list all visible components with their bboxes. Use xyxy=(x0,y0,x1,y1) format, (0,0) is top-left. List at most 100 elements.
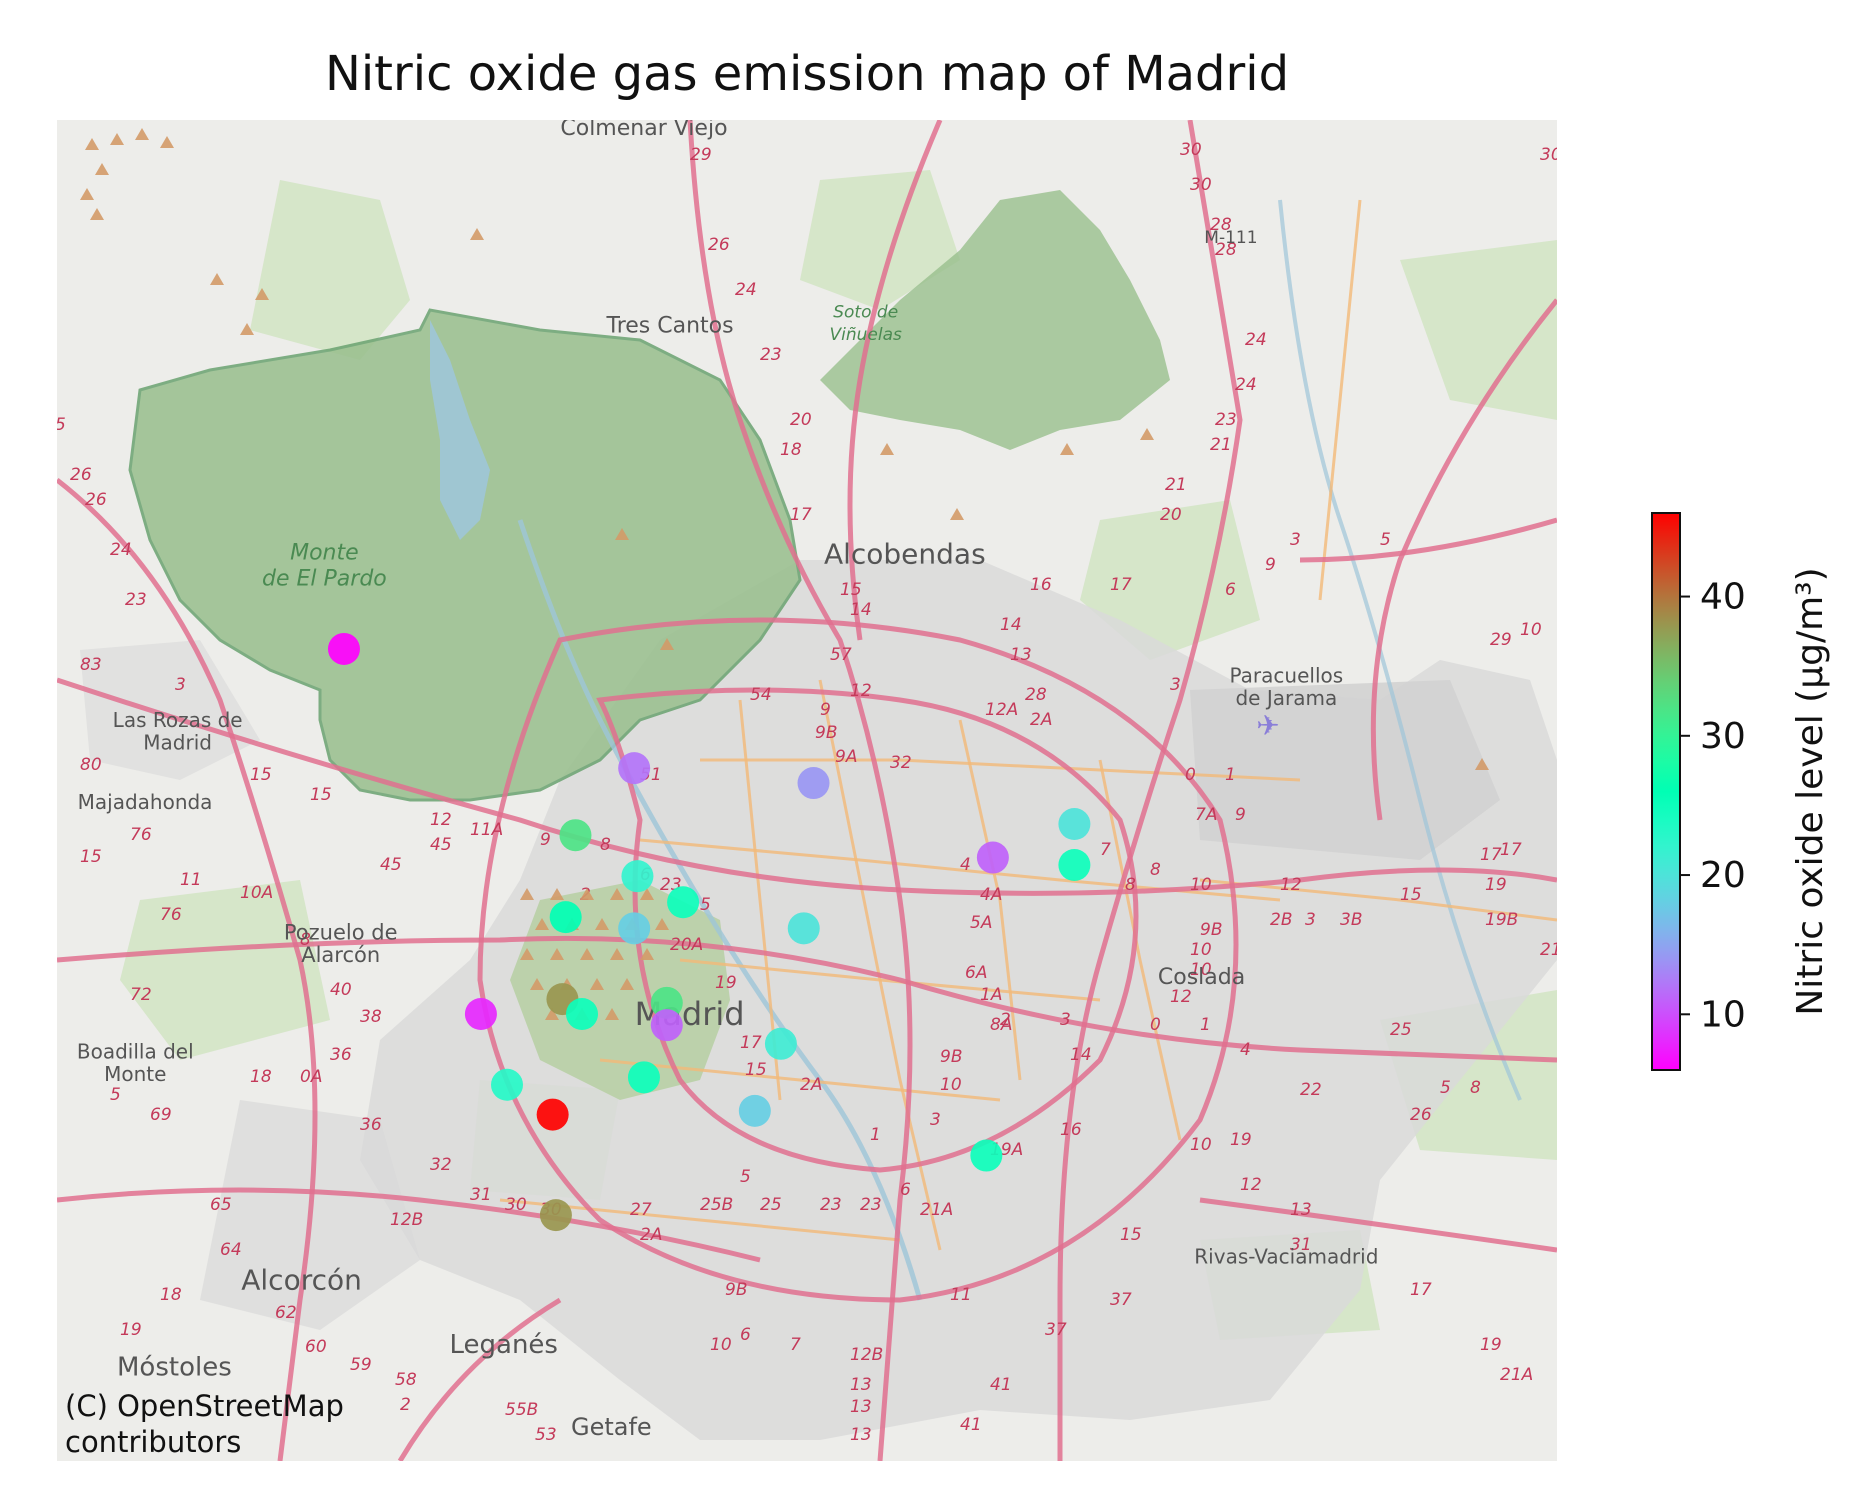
station-marker[interactable] xyxy=(327,632,360,665)
peak-icon xyxy=(595,918,609,930)
road-number: 30 xyxy=(1540,145,1562,165)
road-number: 12 xyxy=(1240,1175,1262,1195)
road-number: 10 xyxy=(940,1075,962,1095)
road-number: 21A xyxy=(920,1200,953,1220)
monte-de-el-pardo xyxy=(128,308,802,802)
park-label: Viñuelas xyxy=(830,325,903,345)
green-area xyxy=(800,170,960,310)
station-marker[interactable] xyxy=(539,1199,572,1232)
road-number: 6 xyxy=(900,1180,911,1200)
basemap[interactable]: 29262423201817151457545199B9A123244A5A10… xyxy=(55,116,1562,1461)
station-marker[interactable] xyxy=(1058,849,1091,881)
road-number: 21 xyxy=(1210,435,1232,455)
station-marker[interactable] xyxy=(536,1098,569,1131)
road-number: 9 xyxy=(1265,555,1276,575)
road-number: 2 xyxy=(1000,1010,1011,1030)
road-number: 9B xyxy=(1200,920,1222,940)
road-number: 9 xyxy=(820,700,831,720)
minor-road xyxy=(958,719,1022,1081)
road-number: 9B xyxy=(815,723,837,743)
road-number: 41 xyxy=(960,1415,982,1435)
station-marker[interactable] xyxy=(464,998,497,1030)
road-number: 30 xyxy=(1190,175,1212,195)
station-marker[interactable] xyxy=(549,901,582,934)
place-label: de Jarama xyxy=(1235,686,1337,710)
road-number: 13 xyxy=(850,1375,872,1395)
soto-de-vinuelas xyxy=(820,190,1170,450)
colorbar-tick-label: 30 xyxy=(1700,716,1746,757)
road-number: 15 xyxy=(1120,1225,1142,1245)
attribution-text: contributors xyxy=(65,1425,241,1459)
road-number: 2A xyxy=(640,1225,662,1245)
road-number: 38 xyxy=(360,1007,382,1027)
road-number: 23 xyxy=(1215,410,1237,430)
station-marker[interactable] xyxy=(738,1094,771,1127)
major-road xyxy=(397,1297,562,1461)
road-number: 23 xyxy=(860,1195,882,1215)
road-number: 18 xyxy=(160,1285,182,1305)
road-number: 25B xyxy=(700,1195,733,1215)
minor-road xyxy=(679,958,1101,1002)
place-label: Paracuellos xyxy=(1230,663,1344,687)
road-number: 0 xyxy=(1185,765,1196,785)
station-marker[interactable] xyxy=(650,1009,683,1042)
major-road xyxy=(847,120,943,641)
major-road xyxy=(1299,517,1557,563)
road-number: 65 xyxy=(210,1195,232,1215)
green-area xyxy=(1080,500,1260,660)
road-number: 14 xyxy=(1000,615,1022,635)
station-marker[interactable] xyxy=(976,841,1009,874)
road-number: 22 xyxy=(1300,1080,1322,1100)
urban-area xyxy=(80,640,260,780)
road-number: 13 xyxy=(1010,645,1032,665)
road-number: 15 xyxy=(745,1060,767,1080)
road-number: 31 xyxy=(1290,1235,1312,1255)
peak-icon xyxy=(610,948,624,960)
road-number: 4A xyxy=(980,885,1002,905)
road-number: 14 xyxy=(1070,1045,1092,1065)
road-number: 10 xyxy=(710,1335,732,1355)
station-marker[interactable] xyxy=(618,912,651,945)
road-number: 37 xyxy=(1110,1290,1132,1310)
station-marker[interactable] xyxy=(566,998,598,1030)
peak-icon xyxy=(160,136,174,148)
peak-icon xyxy=(90,208,104,220)
road-number: 8 xyxy=(300,930,311,950)
station-marker[interactable] xyxy=(1058,808,1091,841)
road-number: 15 xyxy=(80,847,102,867)
minor-road xyxy=(1318,199,1362,601)
road-number: 10 xyxy=(1190,940,1212,960)
station-marker[interactable] xyxy=(618,752,651,785)
station-marker[interactable] xyxy=(797,767,830,800)
station-marker[interactable] xyxy=(621,860,654,893)
station-marker[interactable] xyxy=(667,886,700,919)
road-number: 20A xyxy=(670,935,703,955)
peak-icon xyxy=(470,228,484,240)
road-number: 5A xyxy=(970,913,992,933)
road-number: 19 xyxy=(1485,875,1507,895)
station-marker[interactable] xyxy=(764,1027,797,1060)
peak-icon xyxy=(580,888,594,900)
station-marker[interactable] xyxy=(491,1068,523,1101)
road-number: 28 xyxy=(1025,685,1047,705)
station-marker[interactable] xyxy=(627,1061,660,1094)
station-marker[interactable] xyxy=(650,986,683,1019)
major-road xyxy=(687,120,913,1461)
major-road xyxy=(57,1187,761,1263)
road-number: 17 xyxy=(1500,840,1522,860)
road-number: 41 xyxy=(990,1375,1012,1395)
station-marker[interactable] xyxy=(787,912,820,945)
station-marker[interactable] xyxy=(559,819,592,852)
road-number: 12 xyxy=(1170,987,1192,1007)
road-number: 17 xyxy=(790,505,812,525)
road-number: 30 xyxy=(1180,140,1202,160)
road-number: 19 xyxy=(715,973,737,993)
place-label: M-111 xyxy=(1204,228,1257,248)
minor-road xyxy=(1098,759,1182,1141)
road-number: 69 xyxy=(150,1105,172,1125)
station-marker[interactable] xyxy=(970,1139,1003,1172)
road-number: 11 xyxy=(950,1285,972,1305)
road-number: 23 xyxy=(125,590,147,610)
road-number: 53 xyxy=(535,1425,557,1445)
road-number: 32 xyxy=(430,1155,452,1175)
